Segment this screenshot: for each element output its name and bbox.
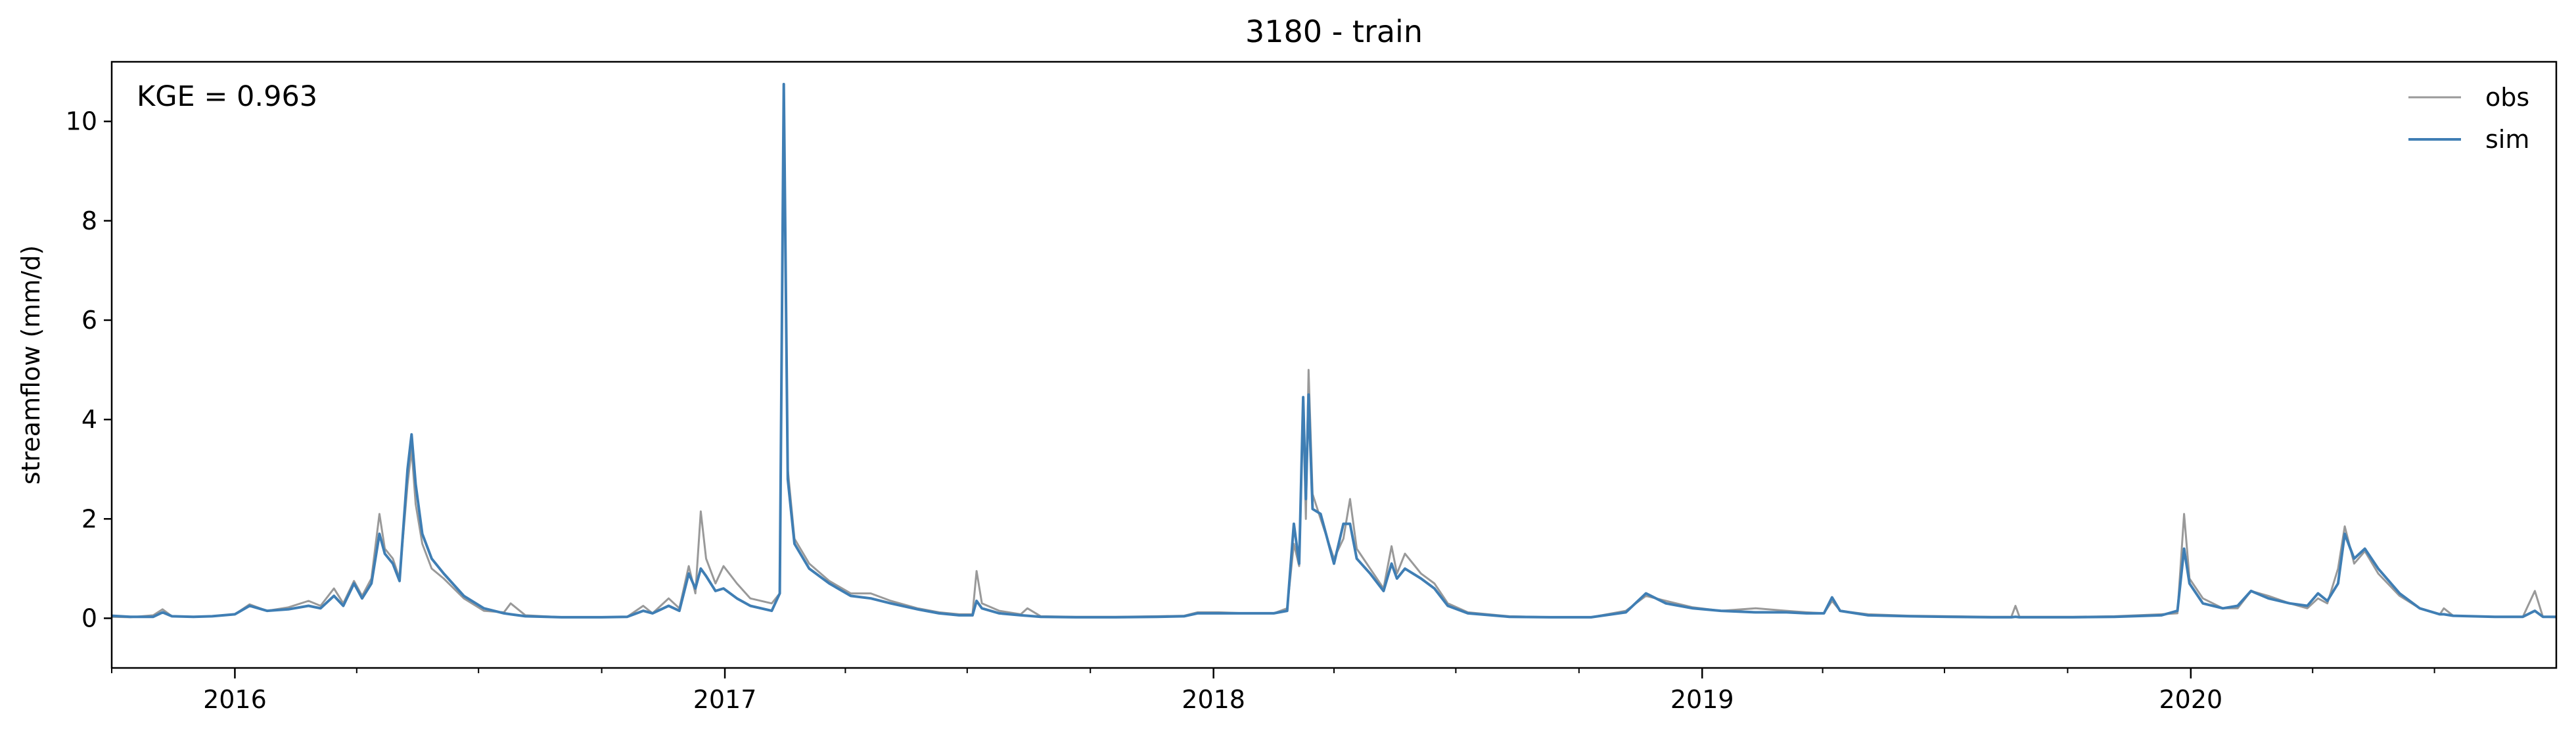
y-axis-label: streamflow (mm/d)	[16, 245, 45, 485]
y-tick-label: 4	[81, 405, 97, 434]
y-tick-label: 6	[81, 306, 97, 335]
x-tick-label: 2017	[693, 685, 757, 714]
x-tick-label: 2020	[2159, 685, 2222, 714]
series-layer	[111, 83, 2557, 619]
plot-area	[111, 83, 2557, 619]
y-tick-label: 10	[66, 107, 97, 136]
legend-label-obs: obs	[2485, 83, 2529, 112]
y-tick-label: 2	[81, 504, 97, 533]
x-tick-label: 2018	[1182, 685, 1245, 714]
kge-annotation: KGE = 0.963	[137, 80, 317, 113]
series-line-sim	[111, 83, 2556, 619]
x-tick-label: 2016	[203, 685, 267, 714]
x-axis: 2016 2017 2018 2019 2020	[111, 668, 2435, 714]
chart-title: 3180 - train	[1245, 14, 1423, 49]
x-tick-label: 2019	[1670, 685, 1734, 714]
y-tick-label: 8	[81, 206, 97, 235]
legend: obs sim	[2408, 83, 2529, 154]
legend-label-sim: sim	[2485, 125, 2529, 154]
y-axis: 0 2 4 6 8 10	[66, 107, 112, 632]
y-tick-label: 0	[81, 604, 97, 632]
